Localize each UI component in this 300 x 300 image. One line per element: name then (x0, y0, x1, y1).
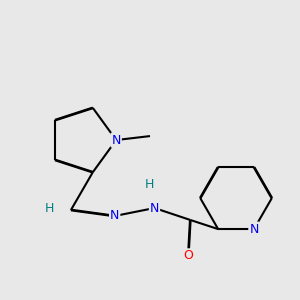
Text: N: N (150, 202, 159, 214)
Text: N: N (249, 223, 259, 236)
Text: H: H (145, 178, 154, 191)
Text: H: H (44, 202, 54, 214)
Text: N: N (110, 209, 119, 223)
Text: O: O (183, 249, 193, 262)
Text: N: N (112, 134, 121, 147)
